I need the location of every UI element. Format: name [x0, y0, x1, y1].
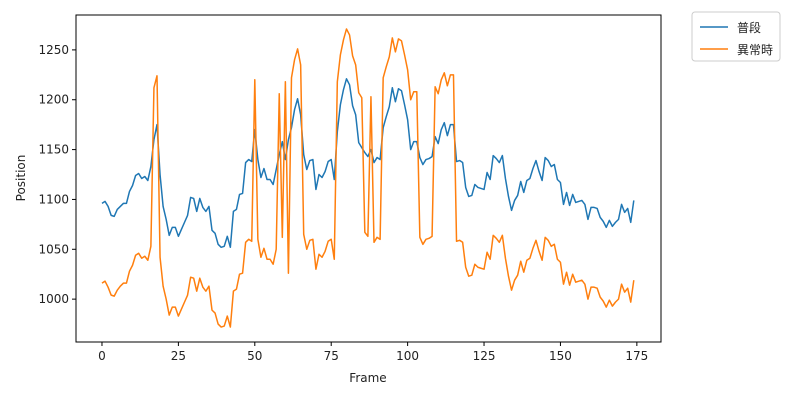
- x-tick-label: 150: [549, 349, 572, 363]
- x-axis-label: Frame: [349, 371, 386, 385]
- x-tick-label: 75: [324, 349, 339, 363]
- x-tick-label: 125: [473, 349, 496, 363]
- y-tick-label: 1200: [38, 93, 69, 107]
- plot-frame: [75, 14, 662, 343]
- series-line: [101, 28, 635, 328]
- x-tick-label: 100: [396, 349, 419, 363]
- y-tick-label: 1150: [38, 143, 69, 157]
- series-line: [101, 78, 635, 249]
- y-tick-label: 1050: [38, 242, 69, 256]
- x-tick-label: 25: [171, 349, 186, 363]
- y-tick-label: 1250: [38, 43, 69, 57]
- x-tick-label: 0: [98, 349, 106, 363]
- y-axis-label: Position: [14, 155, 28, 202]
- y-tick-label: 1000: [38, 292, 69, 306]
- legend-label: 異常時: [737, 43, 773, 57]
- x-tick-label: 50: [247, 349, 262, 363]
- x-tick-label: 175: [625, 349, 648, 363]
- legend-label: 普段: [737, 20, 761, 35]
- y-tick-label: 1100: [38, 192, 69, 206]
